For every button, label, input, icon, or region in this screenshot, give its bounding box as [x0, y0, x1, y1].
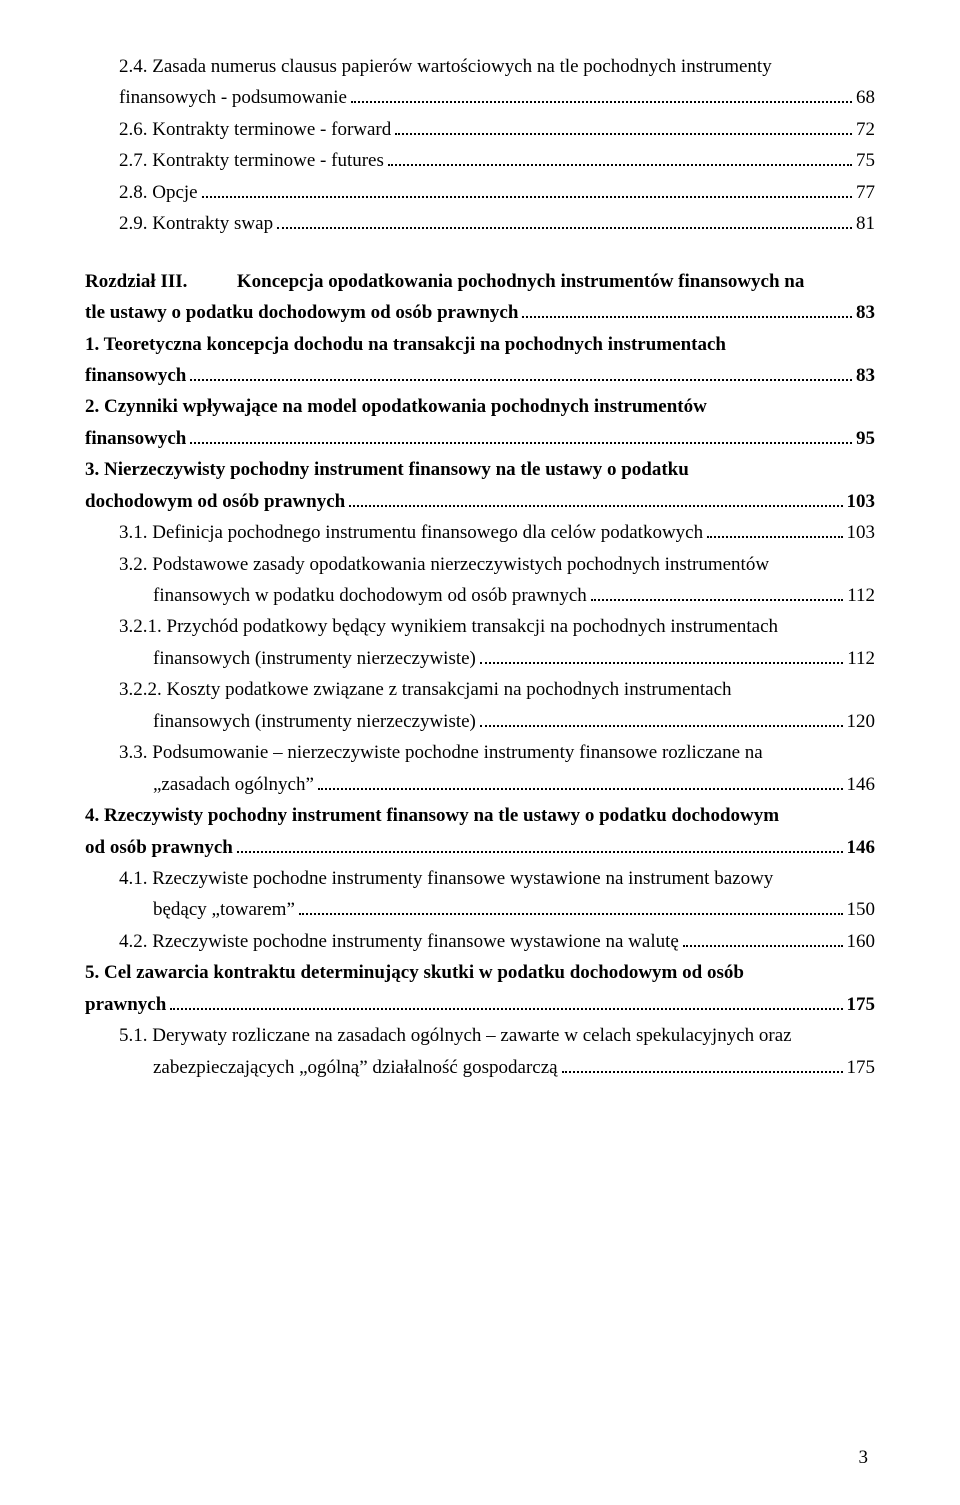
chapter-title-line: Rozdział III. Koncepcja opodatkowania po… — [85, 267, 875, 296]
toc-entry-line: 5. Cel zawarcia kontraktu determinujący … — [85, 958, 875, 987]
toc-entry: prawnych 175 — [85, 990, 875, 1019]
toc-entry-label: 2.9. Kontrakty swap — [119, 209, 273, 238]
toc-entry-line: 3.3. Podsumowanie – nierzeczywiste pocho… — [85, 738, 875, 767]
toc-entry-label: finansowych (instrumenty nierzeczywiste) — [153, 644, 476, 673]
toc-entry-label: finansowych - podsumowanie — [119, 83, 347, 112]
page-ref: 68 — [856, 83, 875, 112]
toc-entry: 2.9. Kontrakty swap 81 — [85, 209, 875, 238]
toc-entry: zabezpieczających „ogólną” działalność g… — [85, 1053, 875, 1082]
spacer — [85, 241, 875, 265]
page-ref: 83 — [856, 298, 875, 327]
toc-entry: 2.6. Kontrakty terminowe - forward 72 — [85, 115, 875, 144]
document-page: 2.4. Zasada numerus clausus papierów war… — [0, 0, 960, 1505]
page-ref: 175 — [847, 1053, 876, 1082]
toc-entry-line: 3.2.2. Koszty podatkowe związane z trans… — [85, 675, 875, 704]
leader-dots — [388, 149, 852, 166]
toc-entry: będący „towarem” 150 — [85, 895, 875, 924]
page-ref: 146 — [847, 770, 876, 799]
toc-entry-line: 5.1. Derywaty rozliczane na zasadach ogó… — [85, 1021, 875, 1050]
leader-dots — [349, 490, 842, 507]
toc-entry-label: finansowych w podatku dochodowym od osób… — [153, 581, 587, 610]
toc-entry-label: 2.6. Kontrakty terminowe - forward — [119, 115, 391, 144]
leader-dots — [237, 835, 843, 852]
leader-dots — [190, 364, 852, 381]
toc-entry: dochodowym od osób prawnych 103 — [85, 487, 875, 516]
leader-dots — [202, 181, 852, 198]
toc-entry-line: 2. Czynniki wpływające na model opodatko… — [85, 392, 875, 421]
leader-dots — [480, 710, 843, 727]
toc-entry-label: 4.2. Rzeczywiste pochodne instrumenty fi… — [119, 927, 679, 956]
leader-dots — [480, 647, 843, 664]
toc-entry: finansowych 95 — [85, 424, 875, 453]
page-ref: 81 — [856, 209, 875, 238]
leader-dots — [299, 898, 843, 915]
toc-entry-label: dochodowym od osób prawnych — [85, 487, 345, 516]
page-ref: 160 — [847, 927, 876, 956]
toc-entry: 3.1. Definicja pochodnego instrumentu fi… — [85, 518, 875, 547]
leader-dots — [562, 1055, 843, 1072]
toc-entry-label: 3.1. Definicja pochodnego instrumentu fi… — [119, 518, 703, 547]
page-ref: 103 — [847, 518, 876, 547]
toc-block-1: 2.4. Zasada numerus clausus papierów war… — [85, 52, 875, 239]
toc-entry-label: finansowych — [85, 361, 186, 390]
toc-entry: „zasadach ogólnych” 146 — [85, 770, 875, 799]
toc-entry-label: 2.7. Kontrakty terminowe - futures — [119, 146, 384, 175]
leader-dots — [522, 301, 852, 318]
toc-entry-line: 3.2.1. Przychód podatkowy będący wynikie… — [85, 612, 875, 641]
leader-dots — [395, 118, 852, 135]
toc-entry: 2.7. Kontrakty terminowe - futures 75 — [85, 146, 875, 175]
page-ref: 95 — [856, 424, 875, 453]
toc-entry: finansowych - podsumowanie 68 — [85, 83, 875, 112]
toc-entry-line: 4.1. Rzeczywiste pochodne instrumenty fi… — [85, 864, 875, 893]
leader-dots — [190, 427, 852, 444]
page-ref: 112 — [847, 581, 875, 610]
toc-entry: od osób prawnych 146 — [85, 833, 875, 862]
toc-entry: finansowych (instrumenty nierzeczywiste)… — [85, 707, 875, 736]
page-ref: 103 — [847, 487, 876, 516]
toc-entry-label: finansowych — [85, 424, 186, 453]
chapter-title-part1: Koncepcja opodatkowania pochodnych instr… — [237, 271, 804, 292]
page-ref: 146 — [847, 833, 876, 862]
page-ref: 150 — [847, 895, 876, 924]
toc-entry-line: 1. Teoretyczna koncepcja dochodu na tran… — [85, 330, 875, 359]
toc-entry: finansowych w podatku dochodowym od osób… — [85, 581, 875, 610]
toc-block-2: 1. Teoretyczna koncepcja dochodu na tran… — [85, 330, 875, 1083]
leader-dots — [351, 86, 852, 103]
leader-dots — [318, 772, 843, 789]
page-ref: 83 — [856, 361, 875, 390]
page-ref: 175 — [847, 990, 876, 1019]
toc-entry-line: 2.4. Zasada numerus clausus papierów war… — [85, 52, 875, 81]
page-ref: 120 — [847, 707, 876, 736]
toc-entry-label: będący „towarem” — [153, 895, 295, 924]
chapter-title-last: tle ustawy o podatku dochodowym od osób … — [85, 298, 875, 327]
toc-entry: 4.2. Rzeczywiste pochodne instrumenty fi… — [85, 927, 875, 956]
leader-dots — [277, 212, 852, 229]
toc-entry-label: prawnych — [85, 990, 166, 1019]
page-ref: 112 — [847, 644, 875, 673]
chapter-title-part2: tle ustawy o podatku dochodowym od osób … — [85, 298, 518, 327]
toc-entry-label: 2.8. Opcje — [119, 178, 198, 207]
page-ref: 77 — [856, 178, 875, 207]
leader-dots — [683, 930, 843, 947]
toc-entry-line: 4. Rzeczywisty pochodny instrument finan… — [85, 801, 875, 830]
toc-entry: finansowych (instrumenty nierzeczywiste)… — [85, 644, 875, 673]
toc-entry-label: zabezpieczających „ogólną” działalność g… — [153, 1053, 558, 1082]
toc-entry-label: finansowych (instrumenty nierzeczywiste) — [153, 707, 476, 736]
toc-entry-line: 3.2. Podstawowe zasady opodatkowania nie… — [85, 550, 875, 579]
toc-entry: finansowych 83 — [85, 361, 875, 390]
chapter-heading: Rozdział III. Koncepcja opodatkowania po… — [85, 267, 875, 328]
page-number: 3 — [859, 1447, 869, 1469]
leader-dots — [170, 993, 842, 1010]
leader-dots — [707, 521, 842, 538]
toc-entry-label: „zasadach ogólnych” — [153, 770, 314, 799]
page-ref: 72 — [856, 115, 875, 144]
page-ref: 75 — [856, 146, 875, 175]
toc-entry-label: od osób prawnych — [85, 833, 233, 862]
toc-entry-line: 3. Nierzeczywisty pochodny instrument fi… — [85, 455, 875, 484]
toc-entry: 2.8. Opcje 77 — [85, 178, 875, 207]
leader-dots — [591, 584, 843, 601]
chapter-label: Rozdział III. — [85, 271, 187, 292]
